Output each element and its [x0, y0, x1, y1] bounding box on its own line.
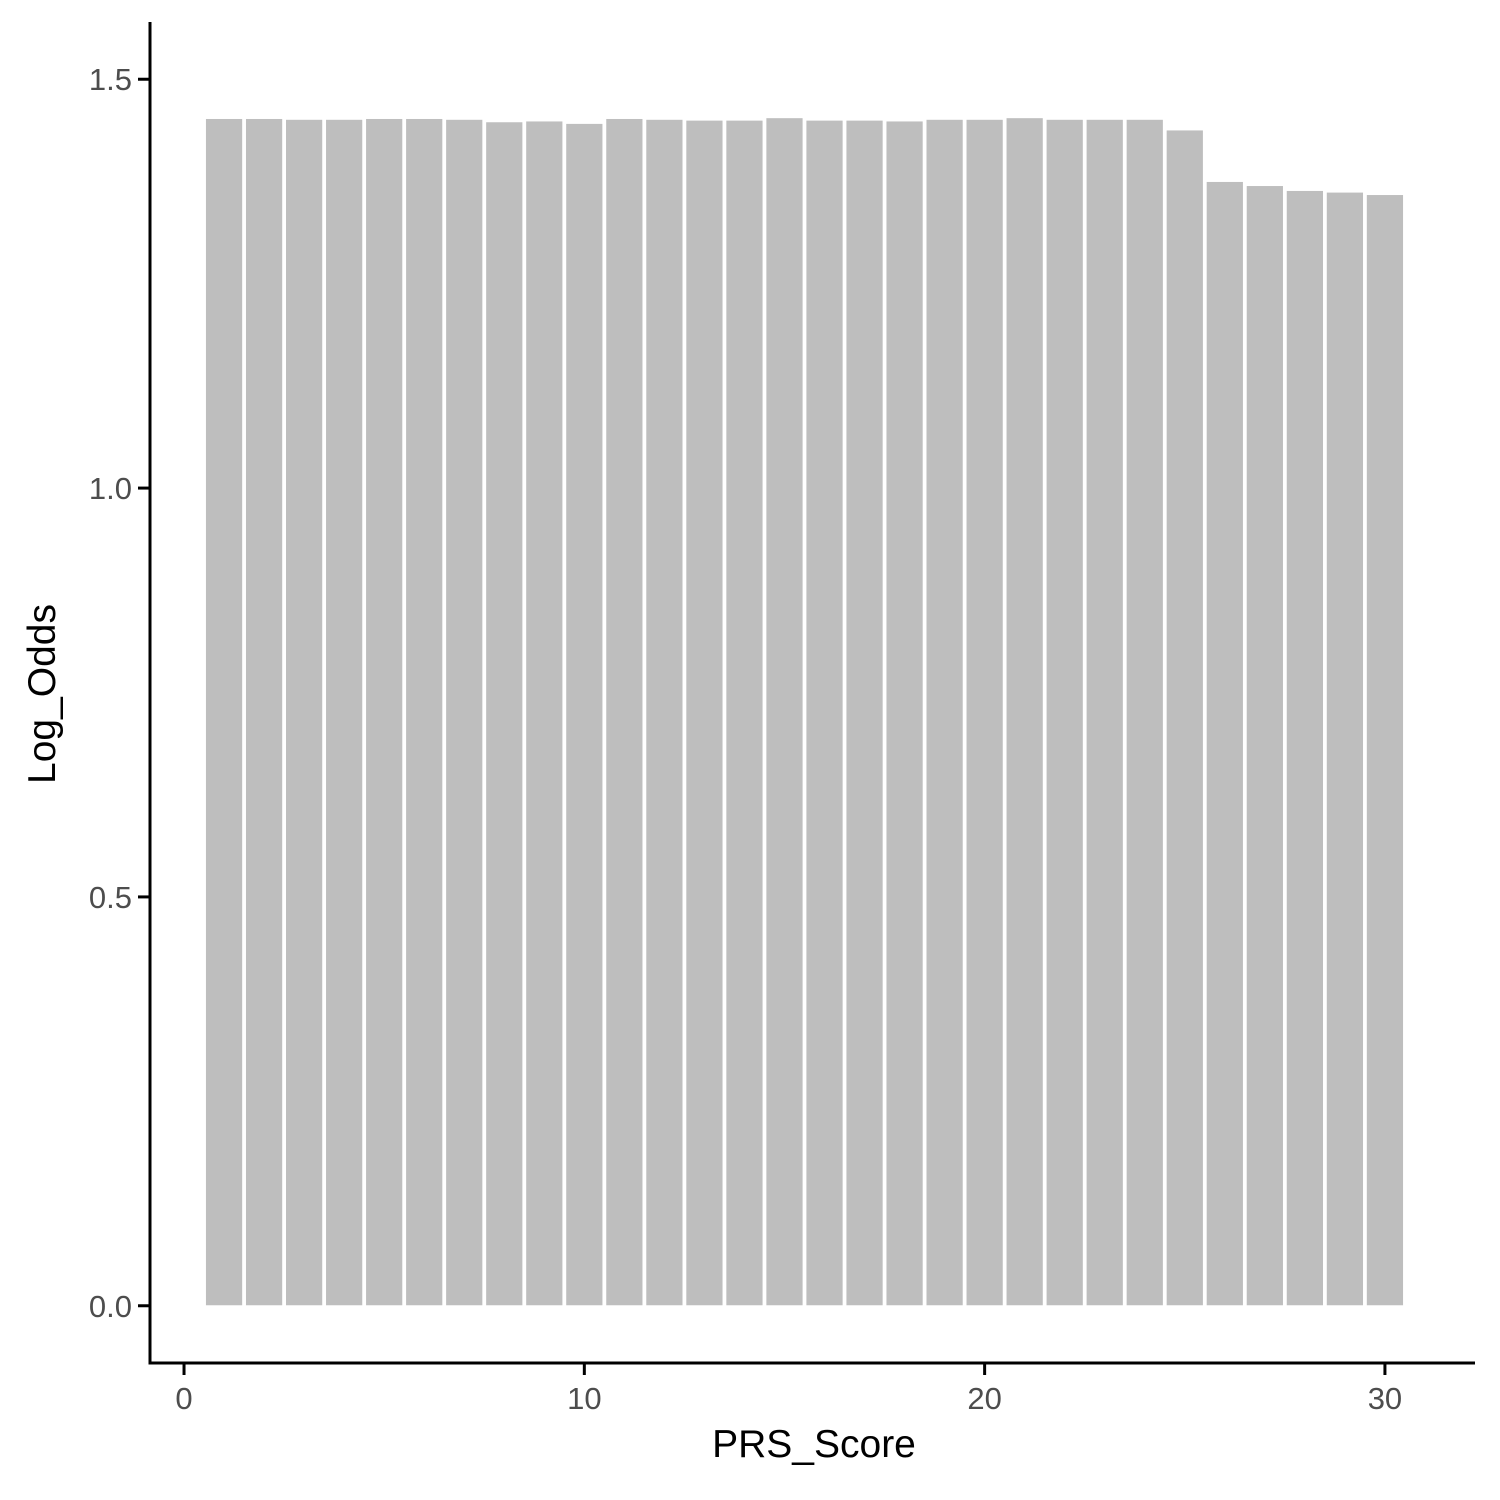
bar-prs-27 [1245, 185, 1284, 1307]
bar-prs-25 [1165, 129, 1204, 1307]
bar-prs-11 [605, 117, 644, 1307]
bar-prs-24 [1125, 118, 1164, 1307]
bar-prs-28 [1285, 189, 1324, 1307]
bar-prs-19 [925, 118, 964, 1307]
bar-prs-26 [1205, 180, 1244, 1307]
x-axis-title: PRS_Score [712, 1423, 916, 1466]
bar-prs-30 [1365, 194, 1405, 1307]
bar-prs-9 [525, 120, 564, 1307]
bar-prs-23 [1085, 118, 1124, 1307]
bar-prs-20 [965, 118, 1004, 1307]
bar-prs-1 [204, 117, 244, 1307]
bar-prs-22 [1045, 118, 1084, 1307]
bar-prs-18 [885, 120, 924, 1307]
bar-prs-6 [405, 117, 444, 1307]
x-tick-label: 30 [1368, 1381, 1402, 1416]
bar-prs-2 [244, 117, 284, 1307]
bar-prs-17 [845, 119, 884, 1307]
bar-prs-13 [685, 119, 724, 1307]
bar-prs-12 [645, 118, 684, 1307]
bar-prs-14 [725, 119, 764, 1307]
bar-prs-5 [365, 117, 404, 1307]
bar-prs-8 [485, 121, 524, 1307]
y-axis-ticks: 0.0 0.5 1.0 1.5 [89, 62, 150, 1324]
y-tick-label: 1.5 [89, 62, 132, 97]
bar-prs-16 [805, 119, 844, 1307]
bar-prs-3 [285, 118, 324, 1307]
bar-prs-29 [1325, 191, 1365, 1307]
bar-prs-10 [565, 122, 604, 1307]
y-tick-label: 0.5 [89, 880, 132, 915]
bar-prs-15 [765, 117, 804, 1307]
x-tick-label: 20 [967, 1381, 1001, 1416]
x-tick-label: 0 [175, 1381, 192, 1416]
bar-prs-7 [445, 118, 484, 1307]
bar-prs-21 [1005, 117, 1044, 1307]
y-tick-label: 0.0 [89, 1289, 132, 1324]
bar-prs-4 [325, 118, 364, 1307]
y-axis-title: Log_Odds [21, 604, 64, 784]
bars-layer [204, 117, 1405, 1307]
x-axis-ticks: 0 10 20 30 [175, 1363, 1402, 1416]
y-tick-label: 1.0 [89, 471, 132, 506]
x-tick-label: 10 [567, 1381, 601, 1416]
